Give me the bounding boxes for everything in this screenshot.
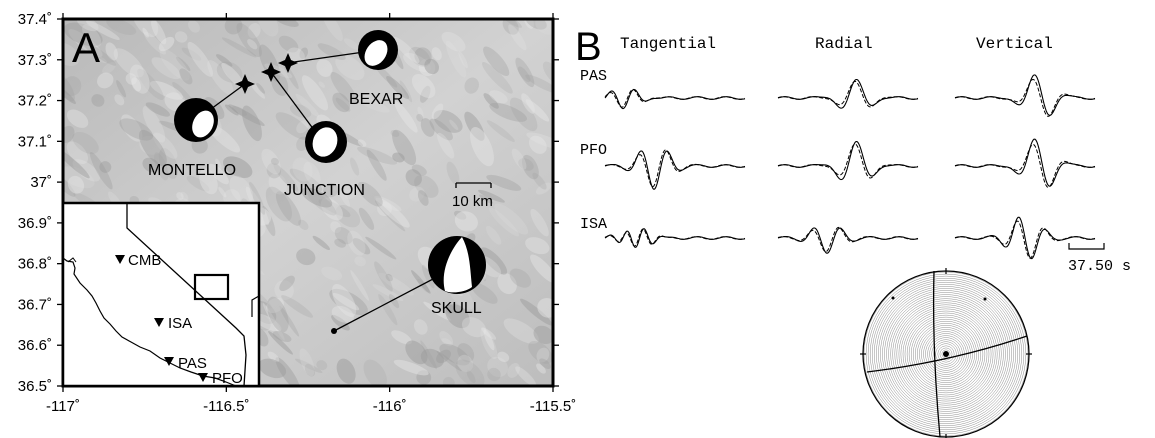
waveform-synthetic	[777, 143, 919, 179]
waveform-synthetic	[604, 228, 746, 247]
waveform-synthetic	[954, 78, 1096, 117]
waveform-observed	[604, 88, 746, 110]
x-axis: -117˚ -116.5˚ -116˚ -115.5˚	[46, 13, 576, 415]
waveform-synthetic	[604, 149, 746, 188]
state-boundary	[126, 203, 247, 387]
y-tick-label: 36.9˚	[18, 215, 52, 232]
station-pfo-icon	[198, 373, 208, 382]
station-label-pfo: PFO	[212, 370, 243, 387]
x-tick-label: -116.5˚	[203, 398, 249, 415]
y-tick-label: 37.4˚	[18, 11, 52, 28]
panel-a: A 37.4˚ 37.3˚ 37.2˚ 37.1˚ 37˚ 36.9˚ 36.8˚ 36.7˚…	[18, 11, 576, 415]
panel-b-letter: B	[575, 25, 602, 69]
station-cmb-icon	[115, 255, 125, 264]
beachball-montello	[174, 98, 218, 142]
study-area-box	[193, 273, 230, 301]
event-label-junction: JUNCTION	[284, 182, 365, 199]
x-tick-label: -116˚	[373, 398, 407, 415]
focal-sphere	[860, 268, 1032, 438]
state-boundary-east	[251, 295, 260, 317]
beachball-bexar	[358, 30, 398, 70]
y-tick-label: 36.7˚	[18, 296, 52, 313]
column-label-tangential: Tangential	[620, 35, 716, 53]
panel-b: B Tangential Radial Vertical PAS PFO ISA…	[575, 25, 1131, 438]
waveform-observed	[604, 150, 746, 190]
station-label-pas: PAS	[178, 355, 207, 372]
station-label-isa: ISA	[168, 315, 192, 332]
beachball-skull	[428, 236, 486, 294]
scale-bar: 10 km	[452, 182, 493, 210]
waveform-observed	[954, 74, 1096, 116]
event-label-skull: SKULL	[431, 300, 482, 317]
y-tick-label: 37.3˚	[18, 52, 52, 69]
waveform-grid	[604, 74, 1096, 260]
time-scale-label: 37.50 s	[1068, 258, 1131, 275]
y-tick-label: 37˚	[30, 174, 52, 191]
inset-map: CMB ISA PAS PFO	[61, 201, 261, 388]
event-label-montello: MONTELLO	[148, 162, 236, 179]
event-label-bexar: BEXAR	[349, 91, 403, 108]
waveform-observed	[954, 216, 1096, 260]
waveform-observed	[954, 138, 1096, 187]
y-axis: 37.4˚ 37.3˚ 37.2˚ 37.1˚ 37˚ 36.9˚ 36.8˚ 36.7˚ 36…	[18, 11, 559, 395]
station-label-cmb: CMB	[128, 252, 161, 269]
x-tick-label: -115.5˚	[530, 398, 576, 415]
nodal-plane-2	[866, 335, 1028, 373]
column-label-radial: Radial	[815, 35, 873, 53]
y-tick-label: 37.2˚	[18, 93, 52, 110]
time-scale: 37.50 s	[1068, 243, 1131, 275]
row-label-isa: ISA	[580, 216, 607, 233]
waveform-synthetic	[954, 143, 1096, 188]
y-tick-label: 37.1˚	[18, 133, 52, 150]
waveform-synthetic	[604, 88, 746, 108]
coastline	[62, 257, 237, 387]
waveform-synthetic	[777, 80, 919, 108]
star-bexar	[278, 53, 298, 73]
row-label-pas: PAS	[580, 68, 607, 85]
x-tick-label: -117˚	[46, 398, 80, 415]
waveform-observed	[777, 141, 919, 181]
waveform-synthetic	[777, 226, 919, 253]
station-pas-icon	[164, 357, 174, 366]
epicenter-stars	[235, 53, 337, 334]
epicenter-skull	[331, 328, 337, 334]
y-tick-label: 36.6˚	[18, 337, 52, 354]
beachball-junction	[305, 121, 347, 163]
waveform-synthetic	[954, 220, 1096, 259]
column-label-vertical: Vertical	[976, 35, 1053, 53]
star-montello	[235, 74, 255, 94]
nodal-plane-1	[932, 270, 941, 438]
panel-a-letter: A	[72, 24, 100, 71]
station-isa-icon	[154, 318, 164, 327]
scale-bar-label: 10 km	[452, 193, 493, 210]
y-tick-label: 36.8˚	[18, 256, 52, 273]
star-junction	[261, 62, 281, 82]
row-label-pfo: PFO	[580, 142, 607, 159]
y-tick-label: 36.5˚	[18, 378, 52, 395]
